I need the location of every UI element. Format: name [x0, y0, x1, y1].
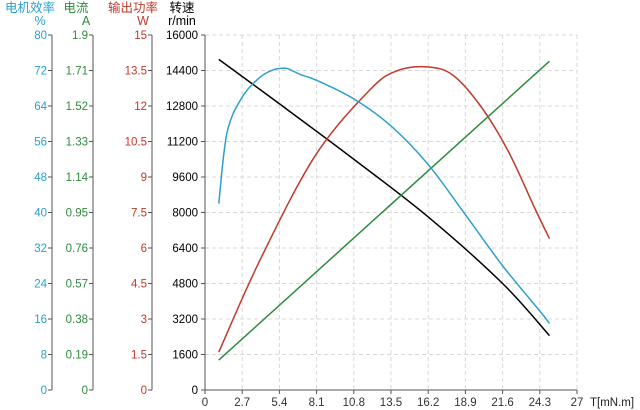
- current-tick-label: 0: [82, 385, 88, 397]
- current-tick-label: 1.14: [66, 172, 89, 184]
- efficiency-series-line: [218, 67, 551, 324]
- x-tick-label: 0: [202, 397, 208, 409]
- current-axis-unit: A: [82, 14, 91, 28]
- current-tick-label: 0.95: [66, 208, 88, 220]
- x-tick-label: 8.1: [309, 397, 325, 409]
- speed-series-line: [218, 58, 550, 337]
- power-axis-unit: W: [137, 14, 149, 28]
- speed-tick-label: 6400: [172, 243, 198, 255]
- efficiency-axis-unit: %: [34, 14, 45, 28]
- x-axis-label: T[mN.m]: [590, 397, 634, 409]
- x-tick-label: 13.5: [380, 397, 402, 409]
- x-tick-label: 18.9: [454, 397, 476, 409]
- power-tick-label: 1.5: [131, 350, 147, 362]
- power-tick-label: 9: [141, 172, 147, 184]
- x-tick-label: 27: [571, 397, 584, 409]
- efficiency-tick-label: 64: [34, 101, 47, 113]
- power-series-line: [218, 65, 551, 353]
- power-tick-label: 4.5: [131, 279, 147, 291]
- current-tick-label: 0.38: [66, 314, 88, 326]
- power-tick-label: 6: [141, 243, 147, 255]
- current-tick-label: 1.9: [72, 30, 88, 42]
- speed-tick-label: 16000: [166, 30, 198, 42]
- current-tick-label: 1.71: [66, 66, 88, 78]
- power-tick-label: 7.5: [131, 208, 147, 220]
- power-tick-label: 0: [141, 385, 147, 397]
- efficiency-tick-label: 24: [34, 279, 47, 291]
- speed-tick-label: 4800: [172, 279, 198, 291]
- current-axis-title: 电流: [63, 1, 89, 15]
- speed-tick-label: 14400: [166, 66, 198, 78]
- speed-axis-title: 转速: [169, 0, 195, 15]
- efficiency-axis-title: 电机效率: [5, 0, 55, 15]
- power-tick-label: 10.5: [125, 137, 147, 149]
- current-tick-label: 1.52: [66, 101, 88, 113]
- speed-tick-label: 1600: [172, 350, 198, 362]
- x-tick-label: 10.8: [343, 397, 365, 409]
- efficiency-tick-label: 32: [34, 243, 47, 255]
- efficiency-tick-label: 72: [34, 66, 47, 78]
- efficiency-tick-label: 80: [34, 30, 47, 42]
- power-tick-label: 3: [141, 314, 147, 326]
- speed-tick-label: 12800: [166, 101, 198, 113]
- power-axis-title: 输出功率: [108, 0, 158, 15]
- power-tick-label: 13.5: [125, 66, 147, 78]
- efficiency-tick-label: 8: [41, 350, 47, 362]
- power-tick-label: 12: [134, 101, 147, 113]
- efficiency-tick-label: 48: [34, 172, 47, 184]
- current-tick-label: 1.33: [66, 137, 88, 149]
- speed-tick-label: 3200: [172, 314, 198, 326]
- speed-tick-label: 9600: [172, 172, 198, 184]
- current-tick-label: 0.19: [66, 350, 88, 362]
- speed-tick-label: 11200: [167, 137, 198, 149]
- x-tick-label: 2.7: [234, 397, 250, 409]
- efficiency-tick-label: 16: [34, 314, 47, 326]
- current-tick-label: 0.76: [66, 243, 88, 255]
- x-tick-label: 24.3: [529, 397, 551, 409]
- x-tick-label: 16.2: [417, 397, 439, 409]
- speed-axis-unit: r/min: [168, 14, 196, 28]
- efficiency-tick-label: 56: [34, 137, 47, 149]
- speed-tick-label: 0: [192, 385, 198, 397]
- efficiency-tick-label: 0: [41, 385, 47, 397]
- x-tick-label: 5.4: [271, 397, 288, 409]
- x-tick-label: 21.6: [491, 397, 513, 409]
- speed-tick-label: 8000: [172, 208, 198, 220]
- power-tick-label: 15: [134, 30, 147, 42]
- current-tick-label: 0.57: [66, 279, 88, 291]
- current-series-line: [218, 60, 550, 361]
- efficiency-tick-label: 40: [34, 208, 47, 220]
